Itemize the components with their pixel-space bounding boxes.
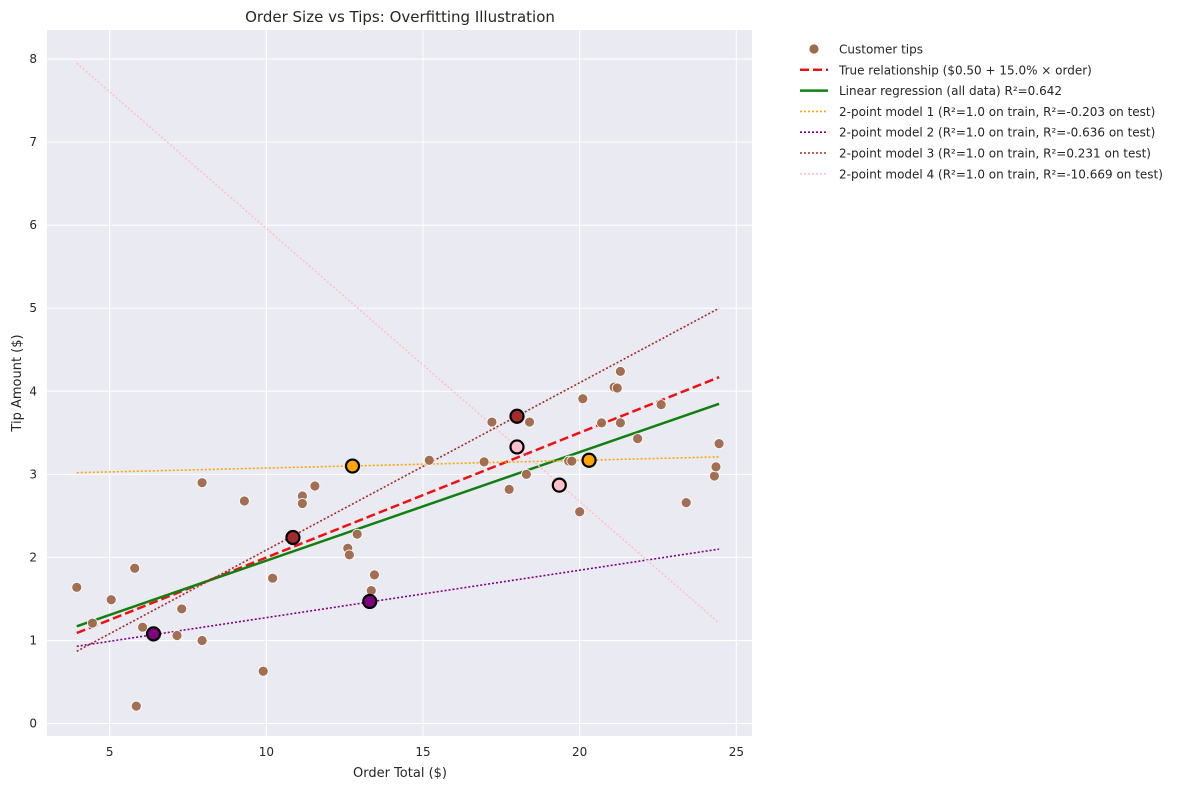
scatter-point [655,399,667,410]
scatter-point [196,477,208,489]
scatter-point [566,455,578,467]
y-tick-label: 2 [29,550,37,564]
series-line-1 [76,376,720,635]
legend-label: 2-point model 1 (R²=1.0 on train, R²=-0.… [839,105,1155,119]
scatter-point [343,549,355,561]
scatter-point [369,569,380,581]
series-line-3 [76,456,720,474]
y-tick-label: 1 [29,633,37,647]
scatter-point [524,416,535,428]
y-tick-label: 8 [29,52,37,66]
y-tick-label: 5 [29,301,37,315]
scatter-point [632,433,644,445]
scatter-point [129,562,141,574]
y-tick-label: 7 [29,135,37,149]
train-points [145,408,597,642]
scatter-point [238,495,250,507]
grid [47,30,752,736]
series-lines [76,62,720,652]
scatter-point [709,470,720,482]
scatter-point [267,572,279,584]
scatter-point [176,603,188,615]
legend-label: 2-point model 2 (R²=1.0 on train, R²=-0.… [839,126,1155,140]
scatter-point [196,635,208,646]
train-point-model-3 [509,408,525,424]
axis-ticks: 5 10 15 20 25 0 1 2 3 4 5 6 7 8 [29,52,744,759]
train-point-model-2 [362,593,378,610]
legend-label: 2-point model 3 (R²=1.0 on train, R²=0.2… [839,147,1151,161]
scatter-point [577,393,589,405]
series-line-4 [76,548,720,648]
scatter-point [486,416,498,428]
train-point-model-3 [285,529,301,546]
legend-label: 2-point model 4 (R²=1.0 on train, R²=-10… [839,167,1163,181]
scatter-point [87,617,98,629]
x-tick-label: 10 [259,745,274,759]
scatter-point [137,621,148,633]
scatter-point [596,417,607,429]
x-tick-label: 25 [729,745,744,759]
scatter-point [130,700,142,712]
train-point-model-4 [551,477,567,493]
scatter-point [257,665,269,677]
x-tick-label: 5 [106,745,114,759]
y-tick-label: 6 [29,218,37,232]
scatter-point [615,417,626,429]
legend-label: Customer tips [839,43,923,57]
scatter-points [71,365,725,712]
chart-title: Order Size vs Tips: Overfitting Illustra… [245,8,555,26]
y-axis-label: Tip Amount ($) [10,334,25,432]
legend-marker-scatter [808,43,820,55]
scatter-point [611,382,623,394]
scatter-point [171,630,183,641]
scatter-point [503,483,515,495]
train-point-model-4 [509,439,525,455]
scatter-point [680,497,692,509]
train-point-model-2 [145,626,162,642]
plot-area [47,30,752,736]
x-axis-label: Order Total ($) [353,766,447,781]
x-tick-label: 20 [572,745,587,759]
scatter-point [615,365,626,377]
y-tick-label: 3 [29,467,37,481]
scatter-point [296,498,308,509]
scatter-point [574,506,586,518]
scatter-point [521,468,532,480]
y-tick-label: 0 [29,717,37,731]
scatter-point [713,438,725,450]
legend-label: True relationship ($0.50 + 15.0% × order… [838,63,1092,77]
y-tick-label: 4 [29,384,37,398]
legend: Customer tips True relationship ($0.50 + … [800,43,1163,181]
scatter-point [478,456,490,468]
series-line-2 [76,402,720,628]
scatter-point [351,528,363,540]
train-point-model-1 [344,458,361,474]
x-tick-label: 15 [415,745,430,759]
scatter-point [710,461,722,473]
scatter-point [105,594,117,606]
scatter-point [71,581,83,593]
series-line-5 [76,307,720,652]
legend-label: Linear regression (all data) R²=0.642 [839,84,1062,98]
scatter-point [309,480,321,492]
scatter-point [423,454,435,466]
train-point-model-1 [581,452,597,468]
